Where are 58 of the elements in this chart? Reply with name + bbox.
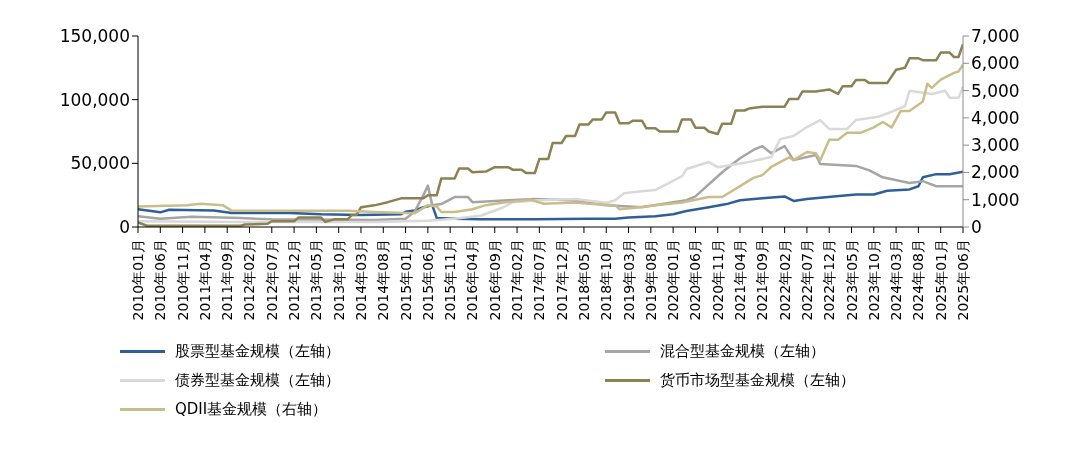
- x-tick-label: 2015年11月: [442, 239, 459, 321]
- y2-tick-label: 5,000: [971, 80, 1020, 101]
- y2-tick-label: 4,000: [971, 107, 1020, 128]
- x-tick-label: 2021年09月: [754, 239, 771, 321]
- legend-label: 货币市场型基金规模（左轴）: [660, 371, 855, 390]
- x-tick-label: 2016年04月: [464, 239, 481, 321]
- x-tick-label: 2020年06月: [687, 239, 704, 321]
- x-tick-label: 2025年06月: [955, 239, 971, 321]
- x-tick-label: 2016年09月: [486, 239, 503, 321]
- legend-label: QDII基金规模（右轴）: [175, 400, 328, 419]
- x-tick-label: 2023年10月: [865, 239, 882, 321]
- x-tick-label: 2019年08月: [642, 239, 659, 321]
- line-series: [138, 85, 963, 224]
- x-tick-label: 2010年11月: [174, 239, 191, 321]
- x-tick-label: 2010年01月: [130, 239, 146, 321]
- x-tick-label: 2022年02月: [776, 239, 793, 321]
- y2-tick-label: 0: [971, 217, 982, 238]
- x-tick-label: 2021年04月: [732, 239, 749, 321]
- x-tick-label: 2022年12月: [821, 239, 838, 321]
- x-tick-label: 2017年12月: [553, 239, 570, 321]
- x-tick-label: 2015年01月: [397, 239, 414, 321]
- x-tick-label: 2020年01月: [665, 239, 682, 321]
- x-tick-label: 2020年11月: [709, 239, 726, 321]
- legend-label: 债券型基金规模（左轴）: [175, 371, 340, 390]
- x-tick-label: 2011年09月: [219, 239, 236, 321]
- x-tick-label: 2015年06月: [419, 239, 436, 321]
- x-tick-label: 2024年08月: [910, 239, 927, 321]
- x-tick-label: 2018年05月: [575, 239, 592, 321]
- y-tick-label: 50,000: [70, 153, 130, 174]
- y-tick-label: 100,000: [59, 89, 130, 110]
- y2-tick-label: 3,000: [971, 135, 1020, 156]
- x-tick-label: 2014年08月: [375, 239, 392, 321]
- x-tick-label: 2024年03月: [888, 239, 905, 321]
- y-tick-label: 150,000: [59, 26, 130, 47]
- x-tick-label: 2022年07月: [798, 239, 815, 321]
- x-tick-label: 2019年03月: [620, 239, 637, 321]
- x-tick-label: 2017年07月: [531, 239, 548, 321]
- x-tick-label: 2018年10月: [598, 239, 615, 321]
- line-series: [138, 170, 963, 221]
- x-tick-label: 2010年06月: [152, 239, 169, 321]
- y2-tick-label: 2,000: [971, 162, 1020, 183]
- y2-tick-label: 7,000: [971, 26, 1020, 47]
- x-tick-label: 2017年02月: [509, 239, 526, 321]
- y-tick-label: 0: [119, 217, 130, 238]
- x-tick-label: 2012年02月: [241, 239, 258, 321]
- x-tick-label: 2012年07月: [263, 239, 280, 321]
- x-tick-label: 2012年12月: [286, 239, 303, 321]
- y2-tick-label: 6,000: [971, 53, 1020, 74]
- x-tick-label: 2014年03月: [352, 239, 369, 321]
- x-tick-label: 2013年05月: [308, 239, 325, 321]
- x-tick-label: 2013年10月: [330, 239, 347, 321]
- y2-tick-label: 1,000: [971, 189, 1020, 210]
- x-tick-label: 2011年04月: [196, 239, 213, 321]
- x-tick-label: 2025年01月: [932, 239, 949, 321]
- x-tick-label: 2023年05月: [843, 239, 860, 321]
- legend-label: 混合型基金规模（左轴）: [660, 342, 825, 361]
- legend-label: 股票型基金规模（左轴）: [175, 342, 340, 361]
- line-series: [138, 63, 963, 215]
